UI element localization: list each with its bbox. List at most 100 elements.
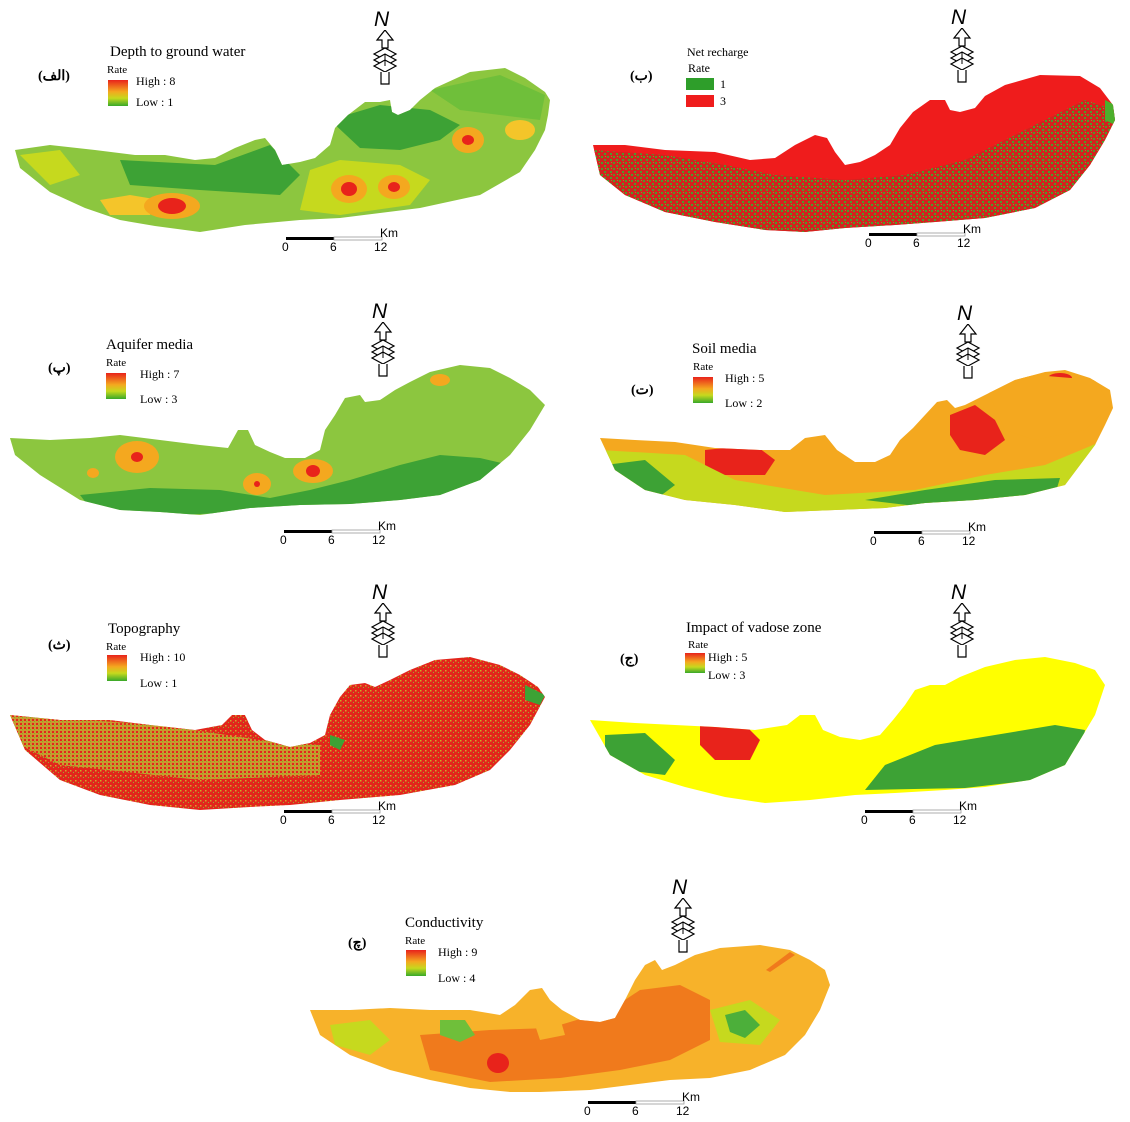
scale-tick-label: 6 — [328, 533, 335, 547]
map-title: Impact of vadose zone — [686, 620, 822, 636]
legend-high-label: High : 8 — [136, 74, 176, 88]
north-letter: N — [374, 8, 390, 31]
scale-bar-graphic — [865, 809, 962, 814]
scale-tick-label: 6 — [328, 813, 335, 827]
map-panel-depth: (الف) Depth to ground water Rate High : … — [0, 0, 565, 280]
scale-tick-label: 12 — [372, 533, 386, 547]
legend-rate-label: Rate — [688, 639, 709, 651]
north-letter: N — [957, 302, 973, 325]
scale-bar-graphic — [588, 1100, 685, 1105]
legend-class-swatch — [686, 95, 714, 107]
north-arrow-icon — [670, 898, 696, 953]
legend-low-label: Low : 4 — [438, 971, 476, 985]
aquifer-map — [10, 365, 545, 515]
legend-high-label: High : 5 — [708, 650, 748, 664]
north-arrow: N — [668, 876, 698, 954]
scale-tick-label: 0 — [282, 240, 289, 254]
panel-label: (چ) — [348, 936, 367, 951]
scale-tick-label: 6 — [913, 236, 920, 250]
scale-tick-label: 6 — [330, 240, 337, 254]
legend-high-label: High : 7 — [140, 367, 180, 381]
legend-low-label: Low : 1 — [136, 95, 174, 109]
scale-tick-label: 0 — [584, 1104, 591, 1118]
legend-gradient-swatch — [693, 377, 713, 403]
scale-tick-label: 12 — [957, 236, 971, 250]
map-title: Topography — [108, 621, 181, 637]
scale-tick-label: 0 — [865, 236, 872, 250]
panel-label: (ج) — [620, 652, 639, 667]
depth-map — [15, 68, 550, 232]
scale-unit: Km — [380, 226, 398, 240]
north-arrow: N — [368, 300, 398, 378]
north-arrow-icon — [372, 30, 398, 85]
scale-bar: Km 0 6 12 — [282, 226, 412, 262]
panel-label: (ب) — [630, 69, 653, 84]
vadose-map — [590, 657, 1105, 803]
legend-gradient-swatch — [108, 80, 128, 106]
north-arrow-icon — [370, 322, 396, 377]
map-panel-vadose: (ج) Impact of vadose zone Rate High : 5 … — [565, 575, 1130, 845]
scale-tick-label: 6 — [909, 813, 916, 827]
map-title: Conductivity — [405, 915, 484, 931]
legend-class-label: 3 — [720, 94, 726, 108]
legend-low-label: Low : 3 — [708, 668, 746, 682]
north-letter: N — [951, 581, 967, 604]
north-arrow: N — [370, 8, 400, 86]
legend-low-label: Low : 1 — [140, 676, 178, 690]
legend-high-label: High : 9 — [438, 945, 478, 959]
scale-bar-graphic — [284, 529, 381, 534]
panel-label: (پ) — [48, 361, 71, 376]
recharge-map — [593, 75, 1115, 232]
scale-tick-label: 12 — [953, 813, 967, 827]
north-arrow: N — [953, 302, 983, 380]
north-letter: N — [672, 876, 688, 899]
scale-tick-label: 12 — [372, 813, 386, 827]
conductivity-map — [310, 945, 830, 1092]
soil-map — [600, 370, 1113, 512]
legend-low-label: Low : 3 — [140, 392, 178, 406]
north-arrow-icon — [949, 603, 975, 658]
scale-tick-label: 0 — [280, 813, 287, 827]
scale-bar-graphic — [286, 236, 383, 241]
scale-tick-label: 0 — [280, 533, 287, 547]
legend-rate-label: Rate — [405, 935, 426, 947]
scale-unit: Km — [378, 519, 396, 533]
scale-unit: Km — [963, 222, 981, 236]
north-arrow-icon — [370, 603, 396, 658]
map-title: Depth to ground water — [110, 44, 246, 60]
map-title: Aquifer media — [106, 337, 194, 353]
panel-label: (الف) — [38, 69, 70, 84]
legend-rate-label: Rate — [688, 61, 710, 75]
north-letter: N — [372, 581, 388, 604]
north-arrow: N — [947, 6, 977, 84]
legend-high-label: High : 10 — [140, 650, 186, 664]
scale-tick-label: 12 — [676, 1104, 690, 1118]
topography-map — [10, 657, 545, 810]
north-arrow: N — [947, 581, 977, 659]
panel-label: (ت) — [631, 383, 654, 398]
scale-bar: Km 0 6 12 — [865, 222, 995, 258]
legend-gradient-swatch — [107, 655, 127, 681]
scale-bar: Km 0 6 12 — [861, 799, 991, 835]
scale-unit: Km — [959, 799, 977, 813]
map-panel-soil: (ت) Soil media Rate High : 5 Low : 2 N K… — [565, 290, 1130, 570]
scale-tick-label: 12 — [962, 534, 976, 548]
legend-gradient-swatch — [106, 373, 126, 399]
legend-rate-label: Rate — [106, 641, 127, 653]
scale-bar: Km 0 6 12 — [280, 799, 410, 835]
north-arrow-icon — [949, 28, 975, 83]
scale-bar: Km 0 6 12 — [584, 1090, 714, 1122]
scale-bar: Km 0 6 12 — [870, 520, 1000, 556]
legend-class-swatch — [686, 78, 714, 90]
north-letter: N — [951, 6, 967, 29]
north-letter: N — [372, 300, 388, 323]
legend-low-label: Low : 2 — [725, 396, 763, 410]
scale-bar: Km 0 6 12 — [280, 519, 410, 555]
map-panel-conductivity: (چ) Conductivity Rate High : 9 Low : 4 N… — [290, 860, 855, 1122]
legend-gradient-swatch — [406, 950, 426, 976]
legend-gradient-swatch — [685, 653, 705, 673]
legend-high-label: High : 5 — [725, 371, 765, 385]
map-panel-aquifer: (پ) Aquifer media Rate High : 7 Low : 3 … — [0, 290, 565, 570]
scale-bar-graphic — [869, 232, 966, 237]
scale-unit: Km — [968, 520, 986, 534]
